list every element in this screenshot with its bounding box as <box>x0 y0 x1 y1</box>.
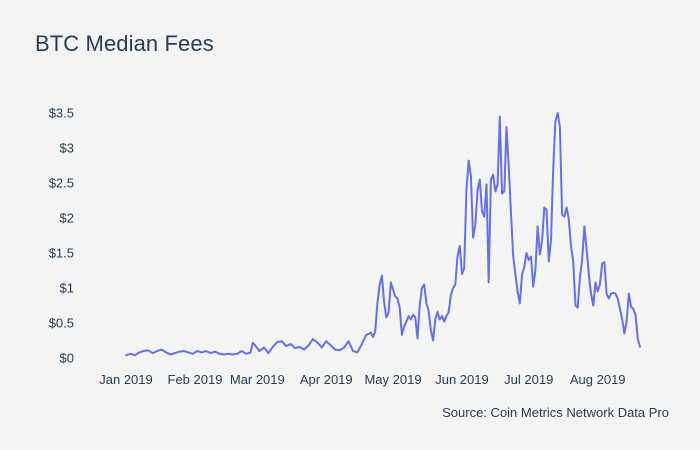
y-tick-label: $3 <box>60 141 74 156</box>
x-tick-label: Jul 2019 <box>504 372 553 387</box>
y-tick-label: $0 <box>60 351 74 366</box>
y-tick-label: $2.5 <box>49 176 74 191</box>
chart-title: BTC Median Fees <box>35 31 214 56</box>
x-tick-label: Apr 2019 <box>300 372 353 387</box>
source-note: Source: Coin Metrics Network Data Pro <box>442 405 669 420</box>
series-layer <box>125 112 641 357</box>
x-tick-label: Mar 2019 <box>230 372 285 387</box>
x-axis: Jan 2019 Feb 2019 Mar 2019 Apr 2019 May 2019… <box>99 372 625 387</box>
y-tick-label: $1.5 <box>49 246 74 261</box>
y-tick-label: $3.5 <box>49 106 74 121</box>
y-axis: $0 $0.5 $1 $1.5 $2 $2.5 $3 $3.5 <box>49 106 74 366</box>
y-tick-label: $1 <box>60 281 74 296</box>
x-tick-label: May 2019 <box>364 372 421 387</box>
x-tick-label: Aug 2019 <box>570 372 626 387</box>
y-tick-label: $0.5 <box>49 316 74 331</box>
x-tick-label: Feb 2019 <box>168 372 223 387</box>
y-tick-label: $2 <box>60 211 74 226</box>
x-tick-label: Jun 2019 <box>435 372 489 387</box>
x-tick-label: Jan 2019 <box>99 372 153 387</box>
series-line <box>125 112 641 357</box>
